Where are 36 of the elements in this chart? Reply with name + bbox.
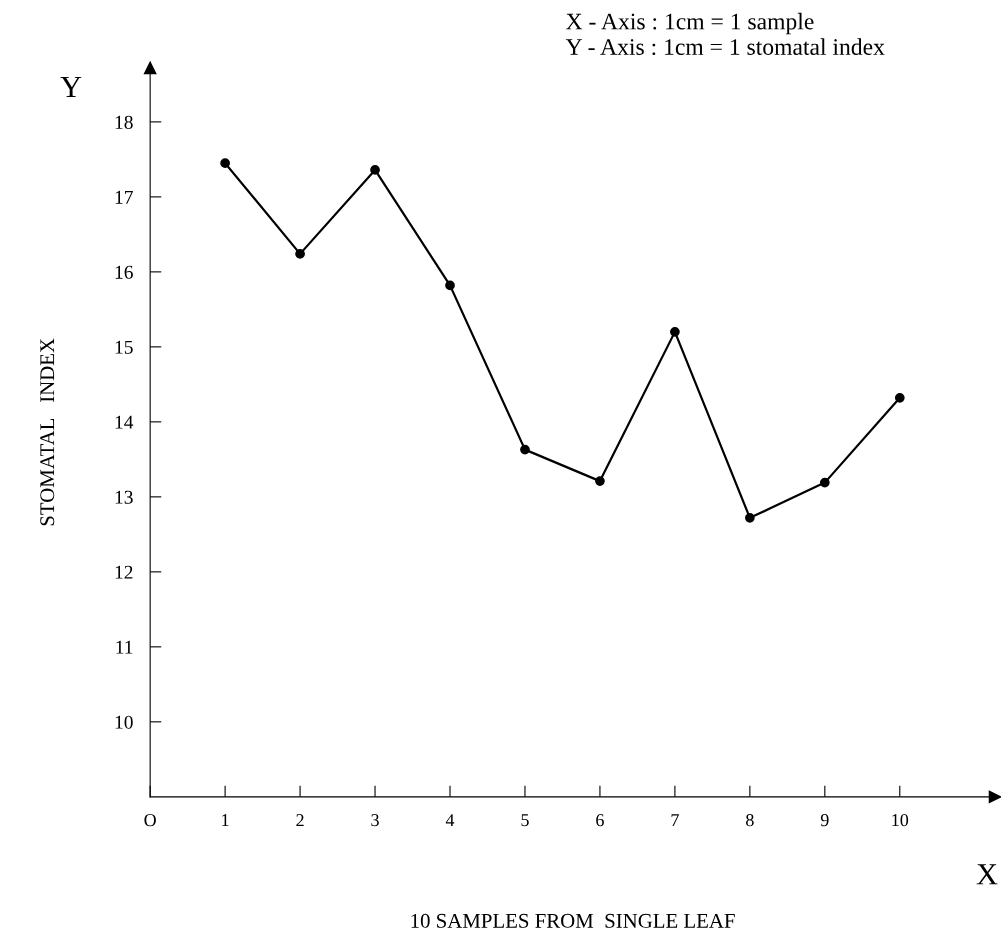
x-tick-label: 6 <box>596 814 604 827</box>
x-tick-label: 4 <box>445 814 455 827</box>
point <box>670 327 680 337</box>
point <box>370 165 380 175</box>
x-tick-label: O <box>144 814 156 827</box>
text: X <box>976 864 998 885</box>
point <box>295 249 305 259</box>
y-tick-label: 15 <box>115 340 133 354</box>
x-tick-label: 1 <box>222 814 229 827</box>
y-tick-label: 17 <box>115 190 133 204</box>
point <box>894 393 905 403</box>
x-tick-label: 5 <box>521 814 529 827</box>
y-tick-label: 14 <box>115 415 134 429</box>
y-tick-label: 18 <box>115 115 133 129</box>
point <box>520 444 530 455</box>
y-tick-label: 16 <box>115 265 133 279</box>
y-tick-label: 13 <box>115 490 133 504</box>
text: X - Axis : 1cm = 1 sample <box>566 12 814 35</box>
y-axis-title: STOMATAL INDEX <box>40 338 55 526</box>
x-tick-label: 3 <box>371 814 379 827</box>
point <box>220 158 230 168</box>
x-tick-label: 9 <box>820 814 829 827</box>
y-tick-label: 12 <box>115 565 133 579</box>
point <box>745 512 755 523</box>
x-tick-label: 7 <box>671 814 679 827</box>
text: Y - Axis : 1cm = 1 stomatal index <box>565 38 885 56</box>
point <box>445 280 455 291</box>
point <box>819 477 830 488</box>
text: Y <box>60 76 82 97</box>
y-tick-label: 10 <box>115 715 133 729</box>
x-axis-title: 10 SAMPLES FROM SINGLE LEAF <box>411 913 735 928</box>
x-tick-label: 8 <box>746 814 754 827</box>
y-tick-label: 11 <box>116 640 133 654</box>
x-tick-label: 10 <box>892 814 909 827</box>
x-tick-label: 2 <box>296 814 304 827</box>
point <box>595 476 605 486</box>
